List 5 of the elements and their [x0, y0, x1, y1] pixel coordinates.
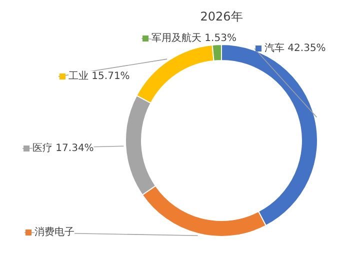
- legend-label: 工业 15.71%: [68, 70, 130, 82]
- legend-label: 消费电子: [34, 226, 74, 238]
- chart-title: 2026年: [200, 10, 243, 24]
- legend-label: 汽车 42.35%: [264, 42, 326, 54]
- legend-label: 医疗 17.34%: [32, 142, 94, 154]
